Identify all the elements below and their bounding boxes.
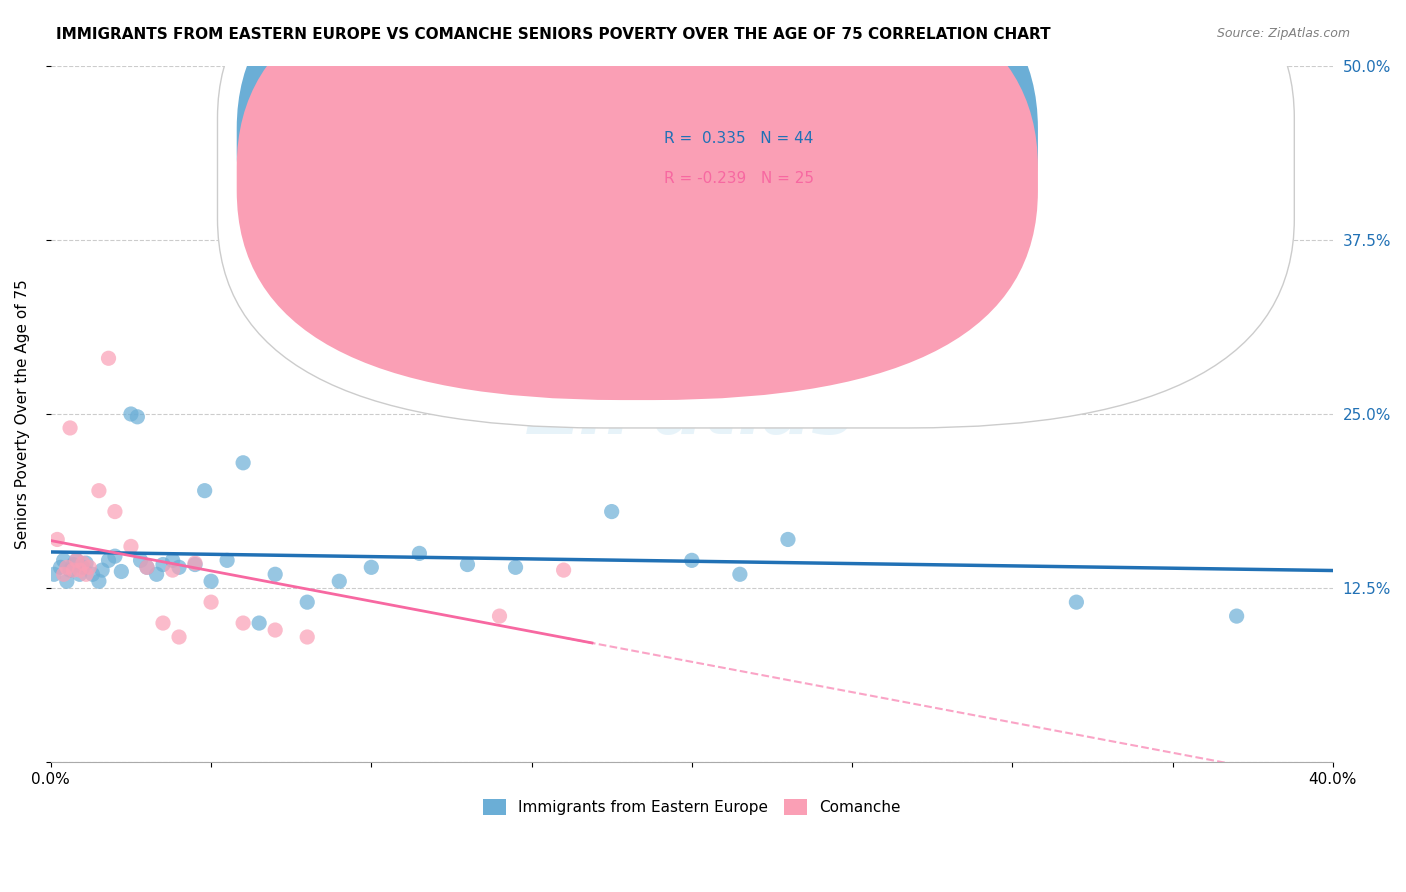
Point [553,563,575,577]
Point [247,616,270,631]
Point [184,558,207,572]
Point [56,574,79,589]
Point [1226,609,1249,624]
Point [297,630,319,644]
FancyBboxPatch shape [236,0,1038,401]
Point [145,567,167,582]
Point [87,574,110,589]
Point [72,556,94,570]
Point [152,558,174,572]
Text: Source: ZipAtlas.com: Source: ZipAtlas.com [1216,27,1350,40]
Text: R =  0.335   N = 44: R = 0.335 N = 44 [664,131,813,146]
FancyBboxPatch shape [236,0,1038,362]
Point [264,623,287,637]
Point [52,567,75,582]
Point [456,558,478,572]
Point [553,407,575,421]
Point [75,567,97,582]
FancyBboxPatch shape [218,0,1295,428]
Point [167,560,190,574]
Point [69,563,91,577]
Point [408,546,430,560]
Point [82,567,104,582]
Point [184,556,207,570]
Point [120,407,142,421]
Point [42,567,65,582]
Point [65,553,87,567]
Point [217,553,239,567]
Point [162,553,184,567]
Point [728,567,751,582]
Point [200,595,222,609]
Point [264,567,287,582]
Point [97,553,120,567]
Point [129,553,152,567]
Text: IMMIGRANTS FROM EASTERN EUROPE VS COMANCHE SENIORS POVERTY OVER THE AGE OF 75 CO: IMMIGRANTS FROM EASTERN EUROPE VS COMANC… [56,27,1050,42]
Point [72,560,94,574]
Point [505,560,527,574]
Point [120,540,142,554]
Point [136,560,159,574]
Point [488,609,510,624]
Point [52,553,75,567]
Point [91,563,114,577]
Point [56,560,79,574]
Point [104,505,127,519]
Point [62,558,84,572]
Point [49,560,72,574]
Point [127,409,149,424]
Legend: Immigrants from Eastern Europe, Comanche: Immigrants from Eastern Europe, Comanche [474,790,910,824]
Point [681,553,703,567]
Point [69,567,91,582]
Text: ZIPatlas: ZIPatlas [529,379,855,449]
Point [65,553,87,567]
Point [104,549,127,564]
Point [152,616,174,631]
Y-axis label: Seniors Poverty Over the Age of 75: Seniors Poverty Over the Age of 75 [15,279,30,549]
Point [194,483,217,498]
Point [59,421,82,435]
Point [167,630,190,644]
Point [87,483,110,498]
Point [46,533,69,547]
Point [776,533,799,547]
Point [162,563,184,577]
Point [79,560,101,574]
Point [232,456,254,470]
Point [1066,595,1088,609]
Point [600,505,623,519]
Point [297,595,319,609]
Point [232,616,254,631]
Point [75,556,97,570]
Point [360,560,382,574]
Point [59,563,82,577]
Point [328,574,350,589]
Point [62,563,84,577]
Point [136,560,159,574]
Text: R = -0.239   N = 25: R = -0.239 N = 25 [664,171,814,186]
Point [200,574,222,589]
Point [97,351,120,366]
Point [110,565,132,579]
